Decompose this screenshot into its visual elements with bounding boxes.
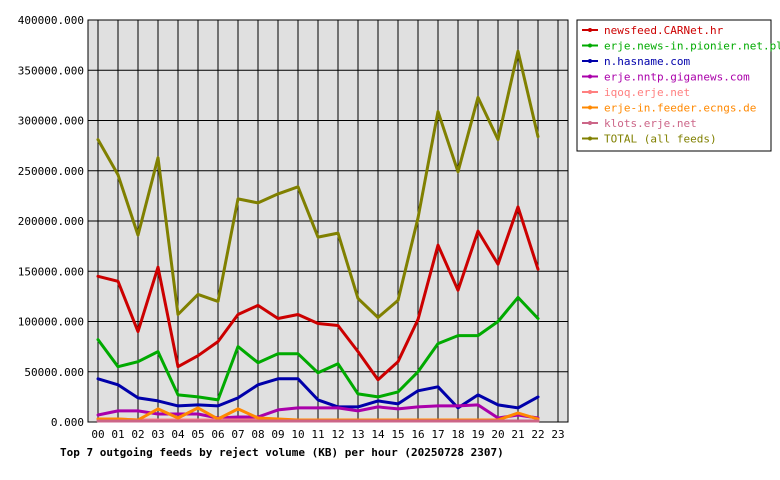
x-tick-label: 22 xyxy=(531,428,544,441)
series-line xyxy=(96,295,540,402)
x-tick-label: 14 xyxy=(371,428,385,441)
legend-box xyxy=(576,19,772,152)
x-tick-label: 01 xyxy=(111,428,124,441)
series-line xyxy=(96,49,540,319)
y-tick-label: 350000.000 xyxy=(18,64,84,77)
x-tick-label: 11 xyxy=(311,428,324,441)
legend-swatch-marker xyxy=(588,59,592,63)
x-tick-label: 06 xyxy=(211,428,224,441)
x-tick-label: 07 xyxy=(231,428,244,441)
legend-label: n.hasname.com xyxy=(604,55,690,68)
chart-title: Top 7 outgoing feeds by reject volume (K… xyxy=(60,446,504,459)
legend-swatch-marker xyxy=(588,121,592,125)
x-tick-label: 21 xyxy=(511,428,524,441)
y-tick-label: 0.000 xyxy=(51,416,84,429)
y-tick-label: 100000.000 xyxy=(18,316,84,329)
x-tick-label: 08 xyxy=(251,428,264,441)
legend-swatch-marker xyxy=(588,105,592,110)
y-tick-label: 200000.000 xyxy=(18,215,84,228)
legend-label: erje.news-in.pionier.net.pl xyxy=(604,40,780,53)
x-tick-label: 13 xyxy=(351,428,364,441)
legend-swatch-marker xyxy=(588,136,592,141)
y-tick-label: 50000.000 xyxy=(24,366,84,379)
series-line xyxy=(96,377,540,410)
legend-label: iqoq.erje.net xyxy=(604,86,690,99)
legend: newsfeed.CARNet.hr erje.news-in.pionier.n… xyxy=(576,19,780,152)
legend-swatch-marker xyxy=(588,90,592,94)
legend-swatch-marker xyxy=(588,43,592,48)
legend-label: erje-in.feeder.ecngs.de xyxy=(604,102,756,115)
legend-swatch-marker xyxy=(588,28,592,32)
x-tick-label: 20 xyxy=(491,428,504,441)
y-tick-label: 150000.000 xyxy=(18,265,84,278)
x-tick-label: 19 xyxy=(471,428,484,441)
x-tick-label: 09 xyxy=(271,428,284,441)
legend-label: erje.nntp.giganews.com xyxy=(604,71,750,84)
legend-label: newsfeed.CARNet.hr xyxy=(604,24,724,37)
y-tick-label: 250000.000 xyxy=(18,165,84,178)
grid xyxy=(88,20,568,422)
series-lines xyxy=(96,49,540,423)
y-tick-label: 400000.000 xyxy=(18,14,84,27)
series-line xyxy=(96,205,540,382)
legend-label: klots.erje.net xyxy=(604,117,697,130)
x-tick-label: 02 xyxy=(131,428,144,441)
legend-swatch-marker xyxy=(588,74,592,79)
x-tick-label: 00 xyxy=(91,428,104,441)
x-tick-label: 15 xyxy=(391,428,404,441)
x-tick-label: 23 xyxy=(551,428,564,441)
x-tick-label: 17 xyxy=(431,428,444,441)
legend-label: TOTAL (all feeds) xyxy=(604,133,717,146)
x-tick-label: 18 xyxy=(451,428,464,441)
x-tick-label: 04 xyxy=(171,428,185,441)
x-axis-ticks: 00 01 02 03 04 05 06 07 08 09 10 11 12 13 14 15 16 17 18 19… xyxy=(91,428,564,441)
x-tick-label: 03 xyxy=(151,428,164,441)
y-axis-ticks: 0.000 50000.000 100000.000 150000.000 200000… xyxy=(18,14,84,429)
x-tick-label: 10 xyxy=(291,428,304,441)
x-tick-label: 12 xyxy=(331,428,344,441)
x-tick-label: 05 xyxy=(191,428,204,441)
x-tick-label: 16 xyxy=(411,428,424,441)
y-tick-label: 300000.000 xyxy=(18,115,84,128)
